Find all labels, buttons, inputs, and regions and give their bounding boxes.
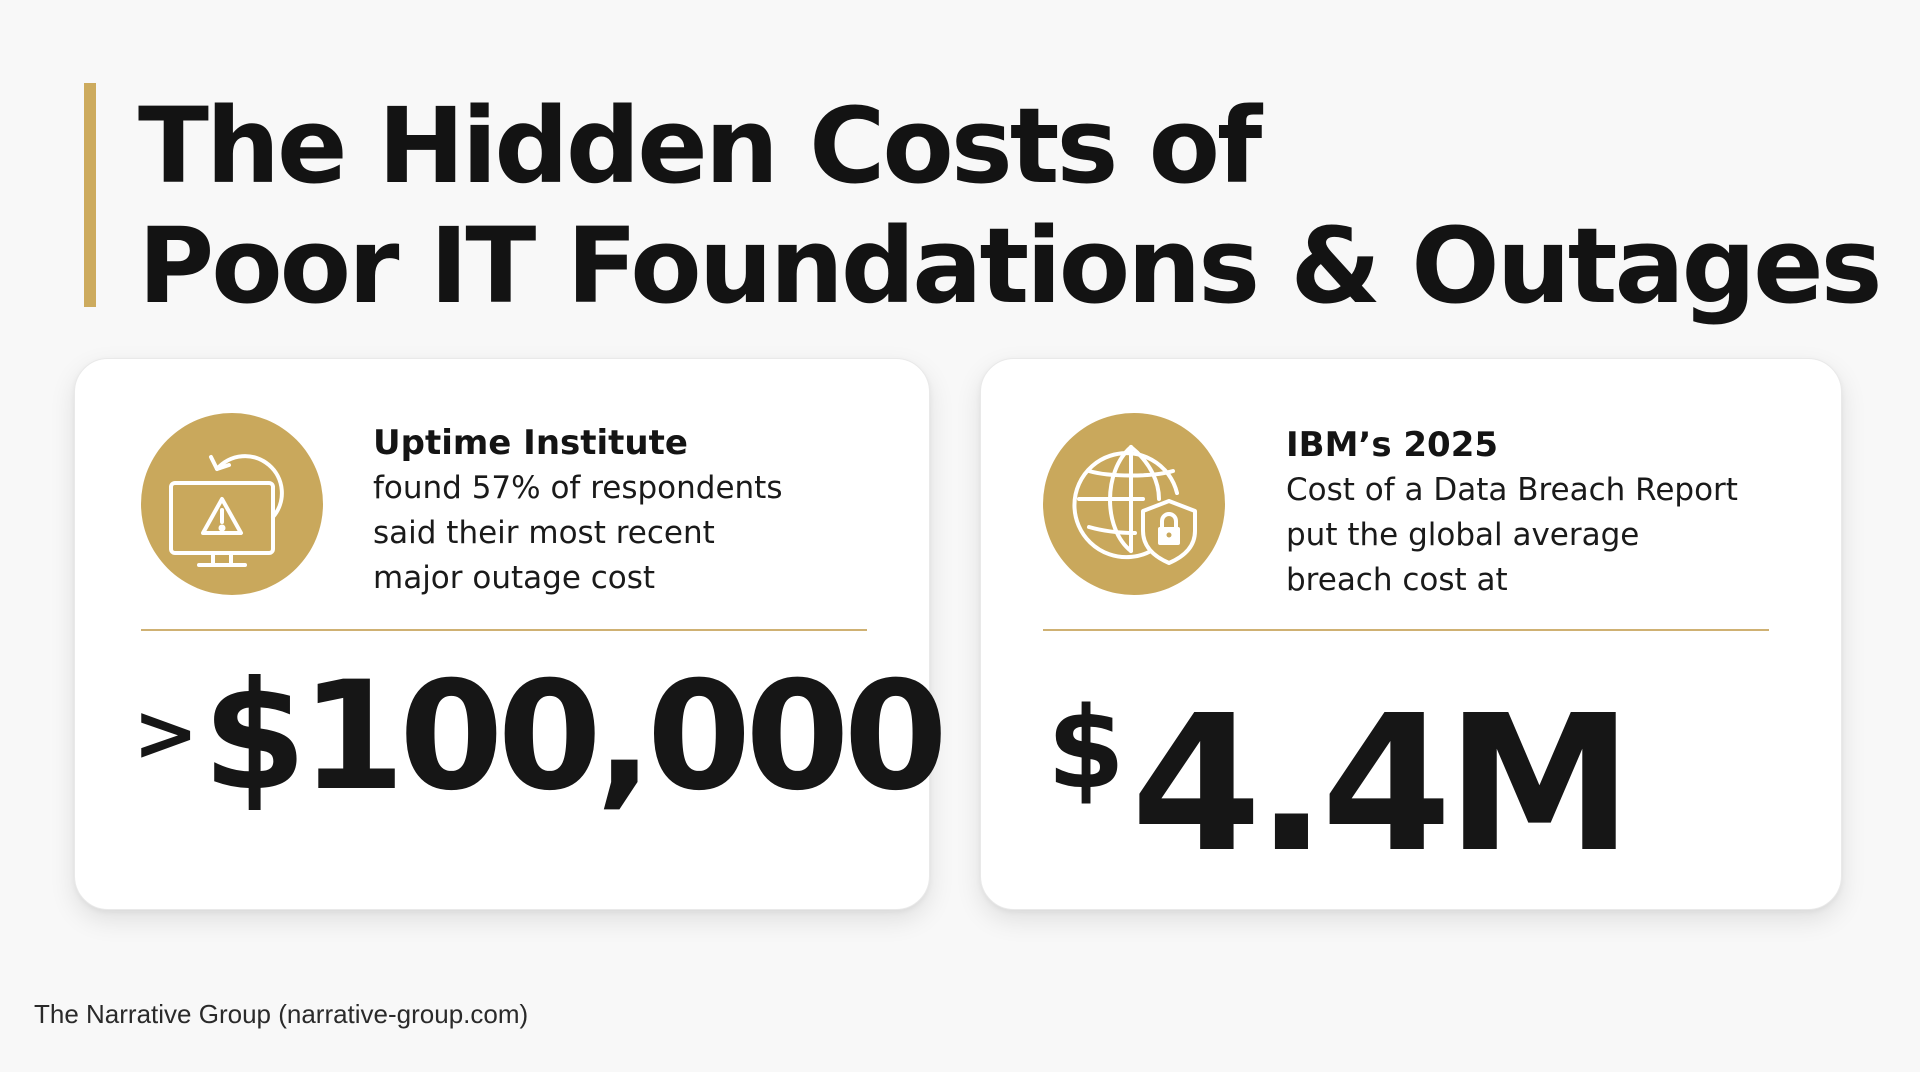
stat-value: $100,000 bbox=[202, 650, 948, 824]
breach-cost-description: IBM’s 2025 Cost of a Data Breach Report … bbox=[1286, 423, 1806, 603]
page-title: The Hidden Costs of Poor IT Foundations … bbox=[138, 85, 1883, 327]
breach-cost-stat: $4.4M bbox=[1047, 649, 1633, 885]
card-body: found 57% of respondents said their most… bbox=[373, 470, 783, 596]
stat-prefix: $ bbox=[1047, 684, 1125, 814]
title-line-1: The Hidden Costs of bbox=[138, 85, 1262, 207]
card-heading: IBM’s 2025 bbox=[1286, 425, 1499, 465]
stat-prefix: > bbox=[133, 689, 199, 779]
globe-shield-lock-icon bbox=[1043, 413, 1225, 595]
card-heading: Uptime Institute bbox=[373, 423, 688, 463]
outage-cost-description: Uptime Institute found 57% of respondent… bbox=[373, 421, 893, 601]
footer-credit: The Narrative Group (narrative-group.com… bbox=[34, 999, 529, 1029]
title-accent-bar bbox=[84, 83, 96, 307]
title-line-2: Poor IT Foundations & Outages bbox=[138, 205, 1883, 327]
outage-cost-stat: >$100,000 bbox=[133, 649, 948, 824]
monitor-warning-refresh-icon bbox=[141, 413, 323, 595]
card-divider bbox=[1043, 629, 1769, 631]
card-body: Cost of a Data Breach Report put the glo… bbox=[1286, 472, 1738, 598]
outage-cost-card: Uptime Institute found 57% of respondent… bbox=[74, 358, 948, 910]
card-divider bbox=[141, 629, 867, 631]
breach-cost-card: IBM’s 2025 Cost of a Data Breach Report … bbox=[980, 358, 1842, 910]
stat-value: 4.4M bbox=[1130, 675, 1633, 894]
